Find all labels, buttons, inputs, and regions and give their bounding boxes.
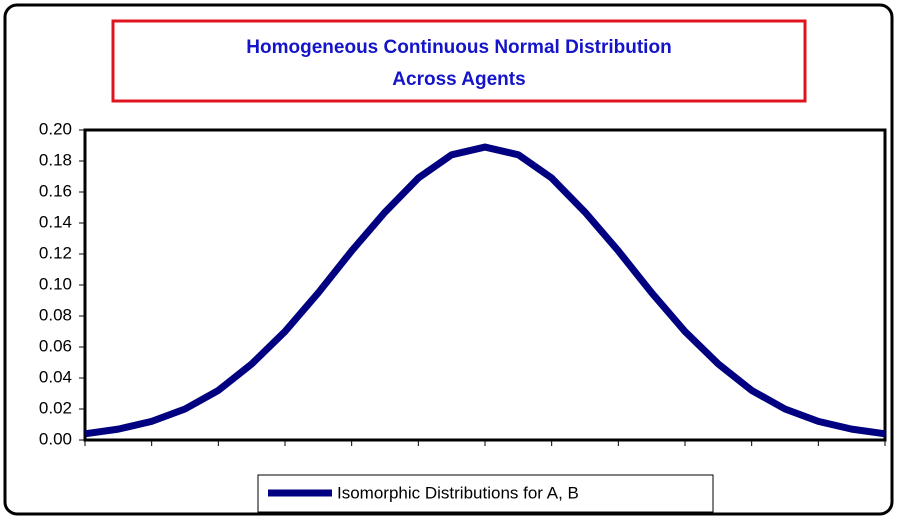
- legend-box: [257, 474, 714, 513]
- series-line: [84, 143, 886, 438]
- y-tick-label: 0.00: [39, 429, 72, 448]
- y-tick-label: 0.08: [39, 305, 72, 324]
- y-tick-label: 0.04: [39, 367, 72, 386]
- y-tick-label: 0.10: [39, 274, 72, 293]
- y-tick-label: 0.02: [39, 398, 72, 417]
- legend-label: Isomorphic Distributions for A, B: [337, 483, 579, 502]
- title-box: [111, 19, 807, 103]
- y-tick-label: 0.20: [39, 119, 72, 138]
- y-tick-label: 0.14: [39, 212, 72, 231]
- chart-subtitle: Across Agents: [392, 69, 525, 90]
- plot-area: [83, 128, 887, 442]
- y-tick-label: 0.06: [39, 336, 72, 355]
- y-tick-label: 0.16: [39, 181, 72, 200]
- y-tick-label: 0.18: [39, 150, 72, 169]
- chart-title: Homogeneous Continuous Normal Distributi…: [246, 37, 671, 58]
- y-tick-label: 0.12: [39, 243, 72, 262]
